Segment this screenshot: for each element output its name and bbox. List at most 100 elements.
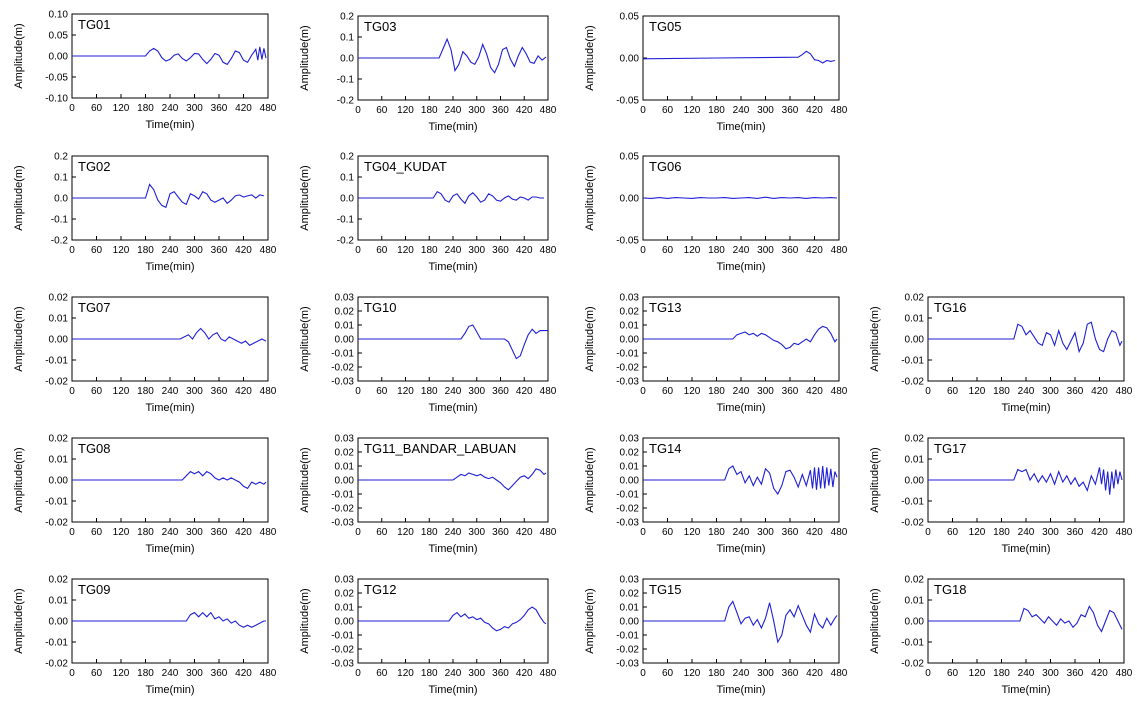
x-tick-label: 0	[640, 668, 646, 679]
x-tick-label: 60	[91, 527, 103, 538]
x-tick-label: 0	[925, 527, 931, 538]
x-tick-label: 60	[662, 105, 674, 116]
y-axis-label: Amplitude(m)	[13, 23, 25, 88]
x-tick-label: 480	[1116, 527, 1133, 538]
x-tick-label: 180	[421, 105, 438, 116]
y-tick-label: -0.2	[337, 236, 355, 247]
panel-title: TG09	[78, 582, 111, 597]
y-tick-label: -0.02	[45, 518, 68, 529]
y-tick-label: 0.02	[335, 589, 355, 600]
x-tick-label: 240	[733, 105, 750, 116]
x-tick-label: 480	[1116, 668, 1133, 679]
x-tick-label: 240	[162, 103, 179, 114]
panel-title: TG18	[934, 582, 967, 597]
x-tick-label: 360	[492, 668, 509, 679]
x-axis-label: Time(min)	[428, 684, 477, 696]
y-tick-label: -0.01	[45, 356, 68, 367]
chart-panel-tg12: 0 60 120 180 240 300 360 420 480 -0.03 -0.02 -0.01 0…	[299, 575, 557, 697]
y-tick-label: 0.2	[340, 12, 354, 23]
x-axis-label: Time(min)	[145, 261, 194, 273]
y-tick-label: -0.03	[616, 659, 639, 670]
x-tick-label: 240	[445, 668, 462, 679]
x-tick-label: 60	[376, 245, 388, 256]
x-tick-label: 420	[1091, 668, 1108, 679]
chart-panel-tg08: 0 60 120 180 240 300 360 420 480 -0.02 -0.01 0.00 0.…	[13, 434, 277, 556]
y-axis-label: Amplitude(m)	[299, 447, 311, 512]
x-tick-label: 300	[186, 668, 203, 679]
chart-svg: 0 60 120 180 240 300 360 420 480 -0.2 -0.1 0.0 0.1 0.…	[299, 12, 557, 134]
x-tick-label: 60	[91, 245, 103, 256]
panel-title: TG17	[934, 441, 967, 456]
x-tick-label: 0	[69, 245, 75, 256]
x-axis-label: Time(min)	[145, 402, 194, 414]
x-tick-label: 360	[211, 245, 228, 256]
x-tick-label: 360	[782, 105, 799, 116]
chart-svg: 0 60 120 180 240 300 360 420 480 -0.02 -0.01 0.00 0.…	[13, 575, 277, 697]
x-tick-label: 300	[757, 527, 774, 538]
y-tick-label: 0.02	[905, 575, 925, 586]
x-tick-label: 120	[969, 386, 986, 397]
x-tick-label: 180	[137, 103, 154, 114]
chart-panel-tg01: 0 60 120 180 240 300 360 420 480 -0.10 -0.05 0.00 0.…	[13, 10, 277, 132]
x-tick-label: 120	[397, 668, 414, 679]
amplitude-series-line	[928, 605, 1123, 633]
x-tick-label: 120	[113, 527, 130, 538]
amplitude-series-line	[72, 46, 267, 66]
x-tick-label: 420	[235, 527, 252, 538]
panel-title: TG14	[649, 441, 682, 456]
panel-title: TG05	[649, 19, 682, 34]
amplitude-series-line	[643, 465, 838, 496]
x-axis-label: Time(min)	[428, 402, 477, 414]
chart-svg: 0 60 120 180 240 300 360 420 480 -0.02 -0.01 0.00 0.…	[869, 293, 1133, 415]
panel-title: TG06	[649, 159, 682, 174]
y-tick-label: -0.01	[45, 497, 68, 508]
chart-panel-tg09: 0 60 120 180 240 300 360 420 480 -0.02 -0.01 0.00 0.…	[13, 575, 277, 697]
y-tick-label: -0.03	[331, 518, 354, 529]
y-tick-label: 0.05	[620, 152, 640, 163]
x-tick-label: 300	[186, 245, 203, 256]
x-tick-label: 480	[831, 527, 848, 538]
x-tick-label: 180	[421, 386, 438, 397]
x-tick-label: 0	[355, 245, 361, 256]
amplitude-series-line	[358, 37, 547, 74]
amplitude-series-line	[358, 324, 548, 360]
x-tick-label: 480	[260, 527, 277, 538]
x-axis-label: Time(min)	[145, 119, 194, 131]
y-tick-label: 0.02	[905, 434, 925, 445]
chart-panel-tg15: 0 60 120 180 240 300 360 420 480 -0.03 -0.02 -0.01 0…	[584, 575, 848, 697]
x-tick-label: 300	[757, 245, 774, 256]
y-axis-label: Amplitude(m)	[869, 447, 881, 512]
x-tick-label: 240	[445, 527, 462, 538]
x-tick-label: 480	[260, 668, 277, 679]
chart-svg: 0 60 120 180 240 300 360 420 480 -0.02 -0.01 0.00 0.…	[13, 434, 277, 556]
x-tick-label: 120	[684, 386, 701, 397]
x-tick-label: 480	[540, 386, 557, 397]
y-tick-label: 0.02	[49, 575, 69, 586]
amplitude-series-line	[72, 611, 266, 628]
y-tick-label: 0.0	[340, 194, 354, 205]
x-tick-label: 240	[1018, 527, 1035, 538]
x-tick-label: 180	[708, 668, 725, 679]
y-tick-label: 0.05	[620, 12, 640, 23]
x-tick-label: 360	[1067, 527, 1084, 538]
y-tick-label: 0.1	[340, 173, 354, 184]
x-tick-label: 180	[993, 386, 1010, 397]
x-axis-label: Time(min)	[716, 402, 765, 414]
x-tick-label: 180	[421, 527, 438, 538]
y-axis-label: Amplitude(m)	[299, 165, 311, 230]
x-tick-label: 0	[355, 386, 361, 397]
y-tick-label: -0.2	[337, 96, 355, 107]
chart-svg: 0 60 120 180 240 300 360 420 480 -0.02 -0.01 0.00 0.…	[869, 434, 1133, 556]
panel-title: TG08	[78, 441, 111, 456]
x-tick-label: 0	[69, 527, 75, 538]
x-tick-label: 60	[376, 386, 388, 397]
x-tick-label: 360	[1067, 386, 1084, 397]
chart-svg: 0 60 120 180 240 300 360 420 480 -0.03 -0.02 -0.01 0…	[299, 575, 557, 697]
y-tick-label: 0.00	[905, 335, 925, 346]
x-tick-label: 120	[684, 527, 701, 538]
y-axis-label: Amplitude(m)	[584, 306, 596, 371]
x-axis-label: Time(min)	[145, 684, 194, 696]
y-tick-label: 0.01	[335, 462, 355, 473]
x-tick-label: 420	[516, 105, 533, 116]
x-tick-label: 480	[831, 668, 848, 679]
